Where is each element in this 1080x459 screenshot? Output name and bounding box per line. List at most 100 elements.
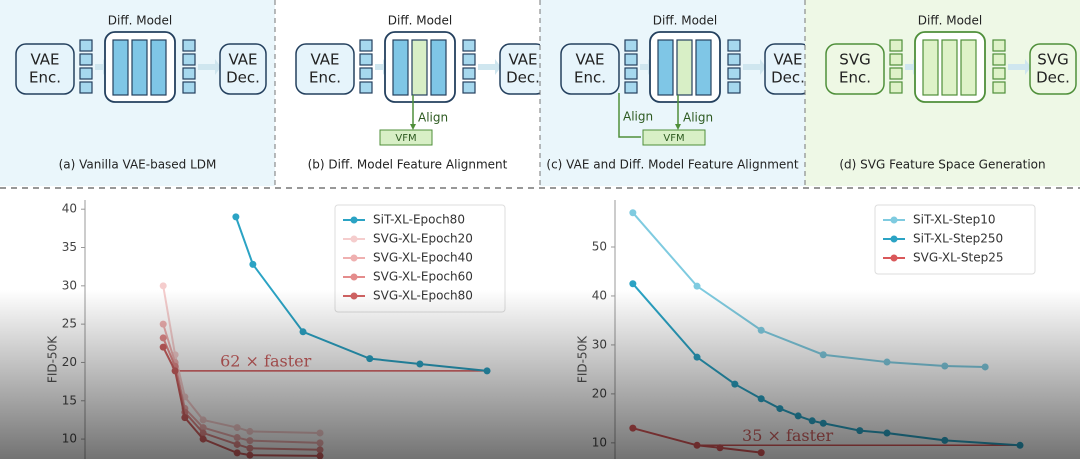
token (462, 39, 476, 52)
legend-label: SVG-XL-Epoch60 (373, 270, 473, 284)
decoder-box (219, 43, 267, 95)
token (182, 67, 196, 80)
align-label: Align (623, 110, 653, 124)
encoder-label: SVG (839, 51, 870, 69)
token (992, 39, 1006, 52)
point (199, 416, 207, 424)
diff-model-title: Diff. Model (918, 14, 983, 28)
point (299, 328, 307, 336)
point (941, 362, 949, 370)
annotation: 35 × faster (742, 426, 834, 445)
diff-model-layer (411, 39, 428, 96)
panel-caption: (d) SVG Feature Space Generation (839, 158, 1045, 172)
point (883, 429, 891, 437)
token (624, 67, 638, 80)
point (629, 280, 637, 288)
legend-marker (890, 216, 898, 224)
point (316, 439, 324, 447)
point (246, 444, 254, 452)
token (624, 53, 638, 66)
point (819, 351, 827, 359)
arrow (198, 59, 221, 75)
token (359, 39, 373, 52)
encoder-label: Enc. (574, 69, 606, 87)
point (159, 334, 167, 342)
token (889, 81, 903, 94)
legend-marker (890, 235, 898, 243)
token (727, 39, 741, 52)
point (629, 209, 637, 217)
y-tick-label: 30 (592, 337, 607, 351)
token (727, 81, 741, 94)
token (727, 53, 741, 66)
vfm-label: VFM (663, 133, 684, 144)
decoder-label: VAE (228, 51, 257, 69)
diff-model-layer (112, 39, 129, 96)
diff-model-layer (430, 39, 447, 96)
point (246, 451, 254, 459)
decoder-label: SVG (1037, 51, 1068, 69)
point (246, 437, 254, 445)
token (992, 67, 1006, 80)
legend-label: SVG-XL-Step25 (913, 251, 1003, 265)
encoder-label: Enc. (29, 69, 61, 87)
y-tick-label: 15 (62, 393, 77, 407)
token (359, 81, 373, 94)
encoder-label: Enc. (839, 69, 871, 87)
y-tick-label: 10 (62, 432, 77, 446)
point (808, 417, 816, 425)
diff-model-layer (676, 39, 693, 96)
diff-model-layer (695, 39, 712, 96)
legend-label: SiT-XL-Epoch80 (373, 213, 465, 227)
legend-marker (350, 216, 358, 224)
point (883, 358, 891, 366)
token (992, 53, 1006, 66)
token (889, 53, 903, 66)
y-tick-label: 50 (592, 240, 607, 254)
point (233, 424, 241, 432)
token (727, 67, 741, 80)
point (757, 326, 765, 334)
point (233, 434, 241, 442)
legend-label: SiT-XL-Step10 (913, 213, 996, 227)
decoder-label: Dec. (506, 69, 540, 87)
point (981, 363, 989, 371)
token (992, 81, 1006, 94)
point (181, 414, 189, 422)
y-axis-label: FID-50K (576, 335, 590, 383)
point (716, 444, 724, 452)
decoder-label: VAE (508, 51, 537, 69)
point (159, 320, 167, 328)
legend-marker (350, 235, 358, 243)
token (359, 67, 373, 80)
point (233, 440, 241, 448)
y-axis-label: FID-50K (46, 335, 60, 383)
align-arrow (618, 93, 641, 138)
diff-model-title: Diff. Model (388, 14, 453, 28)
point (233, 449, 241, 457)
token (359, 53, 373, 66)
annotation: 62 × faster (220, 351, 312, 370)
encoder-label: VAE (30, 51, 59, 69)
diff-model-layer (131, 39, 148, 96)
point (693, 353, 701, 361)
legend-marker (350, 292, 358, 300)
point (199, 435, 207, 443)
diff-model-layer (960, 39, 977, 96)
y-tick-label: 30 (62, 278, 77, 292)
point (693, 282, 701, 290)
legend-label: SVG-XL-Epoch20 (373, 232, 473, 246)
token (624, 81, 638, 94)
legend-marker (350, 254, 358, 262)
y-tick-label: 35 (62, 240, 77, 254)
point (693, 441, 701, 449)
arrow (743, 59, 766, 75)
legend-label: SVG-XL-Epoch40 (373, 251, 473, 265)
encoder-label: VAE (575, 51, 604, 69)
diff-model-title: Diff. Model (108, 14, 173, 28)
token (79, 39, 93, 52)
point (856, 427, 864, 435)
legend-marker (890, 254, 898, 262)
panel-caption: (c) VAE and Diff. Model Feature Alignmen… (546, 158, 798, 172)
